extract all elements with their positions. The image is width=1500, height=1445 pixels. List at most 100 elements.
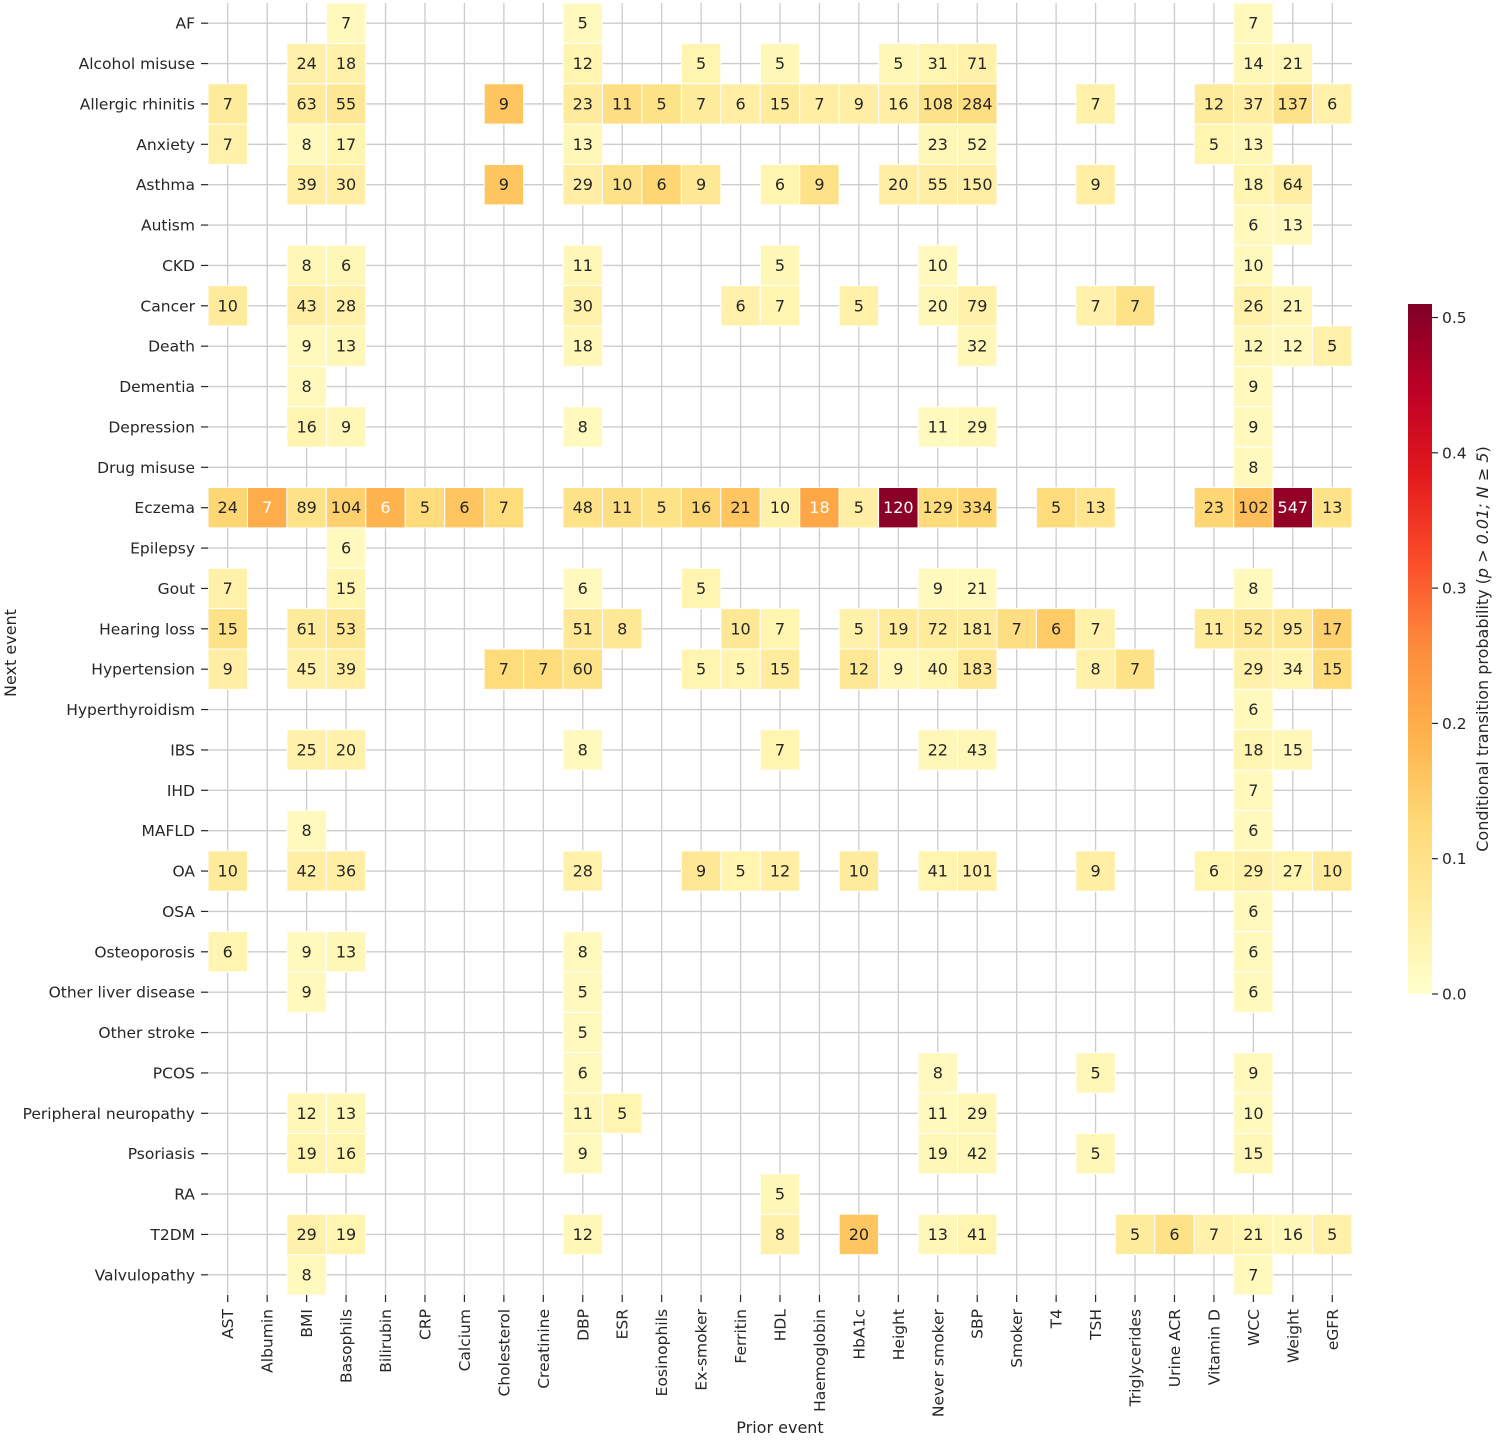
heatmap-cell bbox=[1233, 608, 1274, 650]
cell-count-label: 11 bbox=[928, 417, 948, 436]
heatmap-cell bbox=[483, 648, 525, 690]
y-tick-label: Gout bbox=[158, 580, 195, 598]
cell-count-label: 5 bbox=[854, 498, 864, 517]
cell-count-label: 108 bbox=[923, 94, 954, 113]
y-tick-label: Drug misuse bbox=[97, 459, 195, 477]
cell-count-label: 7 bbox=[499, 498, 509, 517]
heatmap-cell bbox=[562, 1092, 603, 1134]
heatmap-cell bbox=[562, 729, 603, 771]
y-tick-label: Alcohol misuse bbox=[79, 55, 195, 73]
heatmap-cell bbox=[1233, 204, 1274, 246]
heatmap-cell bbox=[562, 285, 603, 327]
heatmap-cell bbox=[957, 325, 998, 367]
heatmap-cell bbox=[759, 1173, 801, 1215]
cell-count-label: 7 bbox=[341, 14, 351, 33]
cell-count-label: 18 bbox=[336, 54, 356, 73]
cell-count-label: 6 bbox=[341, 539, 351, 558]
heatmap-cell bbox=[1312, 648, 1353, 690]
cell-count-label: 40 bbox=[928, 660, 948, 679]
heatmap-cell bbox=[838, 285, 880, 327]
cell-count-label: 36 bbox=[336, 862, 356, 881]
cell-count-label: 32 bbox=[967, 337, 987, 356]
cell-count-label: 6 bbox=[1209, 862, 1219, 881]
cell-count-label: 6 bbox=[1051, 619, 1061, 638]
heatmap-cell bbox=[759, 608, 801, 650]
cell-count-label: 16 bbox=[296, 417, 316, 436]
heatmap-cell bbox=[562, 487, 603, 529]
cell-count-label: 43 bbox=[296, 296, 316, 315]
heatmap-cell bbox=[680, 850, 722, 892]
cell-count-label: 22 bbox=[928, 740, 948, 759]
cell-count-label: 7 bbox=[1248, 781, 1258, 800]
cell-count-label: 13 bbox=[1085, 498, 1105, 517]
cell-count-label: 17 bbox=[336, 135, 356, 154]
cell-count-label: 41 bbox=[967, 1225, 987, 1244]
x-axis-title: Prior event bbox=[736, 1418, 823, 1437]
cell-count-label: 18 bbox=[809, 498, 829, 517]
cell-count-label: 5 bbox=[1090, 1063, 1100, 1082]
cell-count-label: 5 bbox=[578, 14, 588, 33]
cell-count-label: 53 bbox=[336, 619, 356, 638]
x-tick-label: Cholesterol bbox=[495, 1309, 513, 1396]
heatmap-cell bbox=[1233, 487, 1274, 529]
heatmap-cell bbox=[444, 487, 485, 529]
cell-count-label: 5 bbox=[735, 862, 745, 881]
heatmap-cell bbox=[325, 729, 367, 771]
y-tick-label: Psoriasis bbox=[128, 1145, 195, 1163]
heatmap-cell bbox=[325, 648, 367, 690]
x-tick-label: ESR bbox=[614, 1309, 632, 1340]
heatmap-cell bbox=[1233, 769, 1274, 811]
heatmap-cell bbox=[1233, 567, 1274, 610]
cell-count-label: 16 bbox=[1283, 1225, 1303, 1244]
cell-count-label: 23 bbox=[1204, 498, 1224, 517]
heatmap-cell bbox=[286, 487, 327, 529]
cell-count-label: 23 bbox=[573, 94, 593, 113]
heatmap-cell bbox=[641, 164, 682, 206]
cell-count-label: 24 bbox=[218, 498, 238, 517]
heatmap-cell bbox=[720, 648, 761, 690]
cell-count-label: 6 bbox=[1248, 700, 1258, 719]
cell-count-label: 15 bbox=[1283, 740, 1303, 759]
cell-count-label: 102 bbox=[1238, 498, 1269, 517]
heatmap-cell bbox=[957, 1213, 998, 1256]
heatmap-cell bbox=[759, 244, 801, 287]
cell-count-label: 43 bbox=[967, 740, 987, 759]
y-axis-title: Next event bbox=[1, 609, 20, 697]
cell-count-label: 6 bbox=[223, 942, 233, 961]
cell-count-label: 34 bbox=[1283, 660, 1303, 679]
cell-count-label: 8 bbox=[933, 1063, 943, 1082]
cell-count-label: 16 bbox=[888, 94, 908, 113]
heatmap-cell bbox=[483, 487, 525, 529]
cell-count-label: 79 bbox=[967, 296, 987, 315]
heatmap-cell bbox=[1233, 729, 1274, 771]
heatmap-cell bbox=[1233, 1254, 1274, 1296]
heatmap-cell bbox=[1272, 729, 1314, 771]
cell-count-label: 6 bbox=[1327, 94, 1337, 113]
cell-count-label: 15 bbox=[770, 94, 790, 113]
x-tick-label: SBP bbox=[969, 1309, 987, 1339]
cell-count-label: 12 bbox=[1243, 337, 1263, 356]
cell-count-label: 9 bbox=[578, 1144, 588, 1163]
y-tick-label: IBS bbox=[170, 741, 195, 759]
cell-count-label: 8 bbox=[578, 942, 588, 961]
cell-count-label: 20 bbox=[336, 740, 356, 759]
cell-count-label: 13 bbox=[336, 337, 356, 356]
cell-count-label: 9 bbox=[302, 983, 312, 1002]
cell-count-label: 8 bbox=[302, 135, 312, 154]
heatmap-cell bbox=[1233, 931, 1274, 973]
x-tick-label: Vitamin D bbox=[1205, 1309, 1223, 1385]
heatmap-cell bbox=[917, 1213, 959, 1256]
y-tick-label: Peripheral neuropathy bbox=[23, 1105, 195, 1123]
cell-count-label: 7 bbox=[775, 296, 785, 315]
cell-count-label: 5 bbox=[1327, 1225, 1337, 1244]
cell-count-label: 13 bbox=[573, 135, 593, 154]
heatmap-cell bbox=[680, 567, 722, 610]
cell-count-label: 5 bbox=[854, 296, 864, 315]
cell-count-label: 8 bbox=[302, 256, 312, 275]
cell-count-label: 9 bbox=[1090, 862, 1100, 881]
y-tick-label: Hearing loss bbox=[99, 620, 195, 638]
cell-count-label: 104 bbox=[331, 498, 362, 517]
heatmap-cell bbox=[562, 83, 603, 125]
x-tick-label: Urine ACR bbox=[1166, 1309, 1184, 1387]
cell-count-label: 12 bbox=[1283, 337, 1303, 356]
